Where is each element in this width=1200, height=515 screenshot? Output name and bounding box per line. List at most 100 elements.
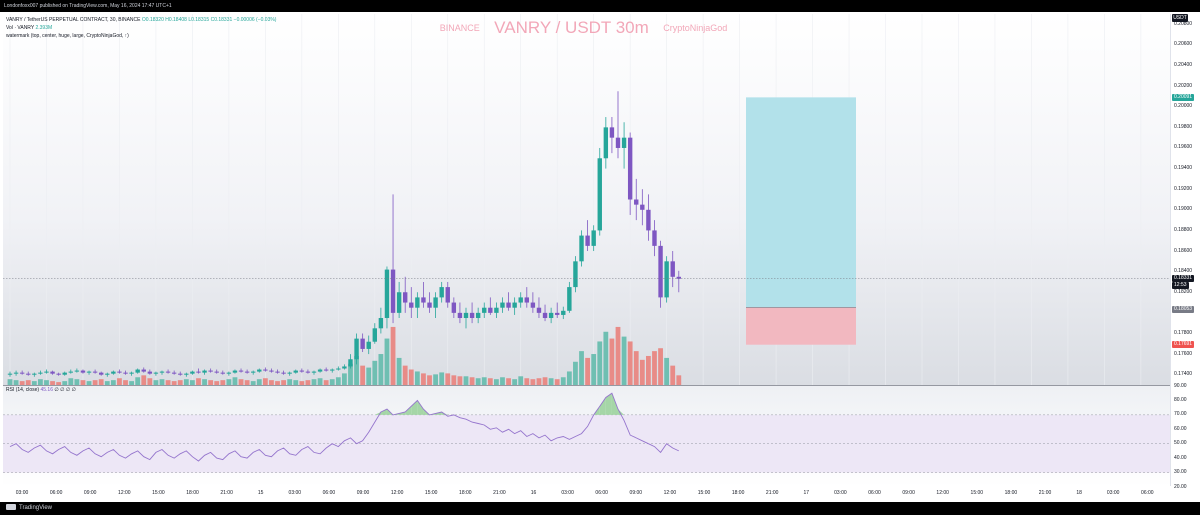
price-chart-svg[interactable] [3,14,1170,385]
candle-body [269,370,274,372]
volume-bar [110,380,116,385]
volume-bar [487,378,493,385]
time-tick-label: 18:00 [731,490,745,496]
volume-bar [293,380,299,385]
volume-bar [226,379,232,385]
volume-bar [329,379,335,385]
legend-open: O0.18320 [141,17,164,23]
volume-bar [512,379,518,385]
candle-body [299,370,305,372]
candle-body [135,369,140,373]
volume-bar [13,380,19,385]
volume-bar [141,375,147,385]
rsi-tick-label: 40.00 [1174,454,1187,461]
candle-body [500,302,505,308]
candle-body [658,245,663,298]
candle-body [676,276,681,279]
legend-symbol[interactable]: VANRY / TetherUS PERPETUAL CONTRACT, 30,… [6,17,141,23]
rsi-tick-label: 20.00 [1174,483,1187,490]
volume-bar [639,359,645,385]
volume-bar [439,372,445,385]
currency-button[interactable]: USDT [1172,14,1188,22]
volume-bar [481,377,487,385]
candle-body [244,371,250,373]
legend-watermark-row[interactable]: watermark (top, center, huge, large, Cry… [6,32,276,40]
volume-bar [579,351,584,385]
rsi-pane[interactable] [3,385,1170,487]
candle-body [652,230,657,246]
rsi-overbought-fill [411,400,418,415]
candle-body [68,371,73,373]
price-tick-label: 0.19600 [1174,144,1193,151]
volume-bar [68,378,74,385]
volume-bar [463,376,469,385]
candle-body [342,366,347,369]
time-tick-label: 06:00 [49,490,63,496]
legend-close: C0.18331 [210,17,233,23]
volume-bar [208,380,214,385]
price-pane[interactable] [3,14,1170,385]
candle-body [190,371,195,374]
candle-body [482,307,487,313]
candle-body [105,373,110,375]
rsi-line [9,392,679,462]
time-tick-label: 06:00 [595,490,608,496]
candle-body [74,370,80,372]
rsi-legend[interactable]: RSI (14, close) 45.16 ∅ ∅ ∅ ∅ [6,387,76,393]
volume-bar [451,375,457,385]
candle-body [178,373,183,375]
volume-bar [117,378,122,385]
time-tick-label: 09:00 [902,490,915,496]
time-tick-label: 09:00 [83,490,97,496]
time-tick-label: 21:00 [220,490,233,496]
time-tick-label: 21:00 [765,490,779,496]
legend-vol-label[interactable]: Vol · VANRY [6,25,35,31]
volume-bar [56,382,62,385]
candle-body [372,328,377,342]
volume-bar [457,376,463,385]
volume-bar [652,351,657,385]
volume-bar [427,375,432,385]
volume-bar [573,361,578,385]
volume-bar [494,379,499,385]
price-badge-entry: 0.18053 [1172,305,1195,313]
legend-symbol-row[interactable]: VANRY / TetherUS PERPETUAL CONTRACT, 30,… [6,16,276,24]
volume-bar [414,371,420,385]
volume-bar [19,381,25,385]
watermark-exchange: BINANCE [439,23,480,33]
price-tick-label: 0.20800 [1174,20,1193,27]
candle-body [506,302,511,308]
candle-body [354,338,359,360]
legend-watermark[interactable]: watermark (top, center, huge, large, Cry… [6,33,129,39]
volume-bar [408,369,414,385]
volume-bar [421,373,426,385]
time-axis[interactable]: 03:00 06:00 09:00 12:00 15:00 18:00 21:00 15 03:… [3,486,1170,502]
legend-volume-row[interactable]: Vol · VANRY 2.393M [6,24,276,32]
volume-bar [603,331,609,385]
volume-bar [469,377,475,385]
price-badge-current: 0.18331 [1172,275,1195,283]
volume-bar [560,377,566,385]
candle-body [603,127,609,159]
volume-bar [165,380,171,385]
watermark-symbol: VANRY / USDT 30m [494,18,649,37]
rsi-label[interactable]: RSI (14, close) [6,387,40,393]
candle-body [275,371,280,373]
volume-bar [7,379,13,385]
price-tick-label: 0.20400 [1174,62,1193,69]
volume-bar [74,379,80,385]
candle-body [451,302,457,313]
volume-bar [250,381,256,385]
volume-bar [159,379,165,385]
volume-bar [542,377,548,385]
rsi-chart-svg[interactable] [3,386,1170,487]
volume-bar [214,381,220,385]
rsi-tick-label: 90.00 [1174,382,1187,389]
volume-bar [135,377,141,385]
candle-body [263,369,268,371]
volume-bar [621,336,627,385]
price-axis[interactable]: 0.20800 0.20600 0.20400 0.20200 0.20000 0.198… [1170,14,1200,490]
candle-body [196,371,201,373]
rsi-overbought-fill [618,409,625,415]
volume-bar [220,380,226,385]
